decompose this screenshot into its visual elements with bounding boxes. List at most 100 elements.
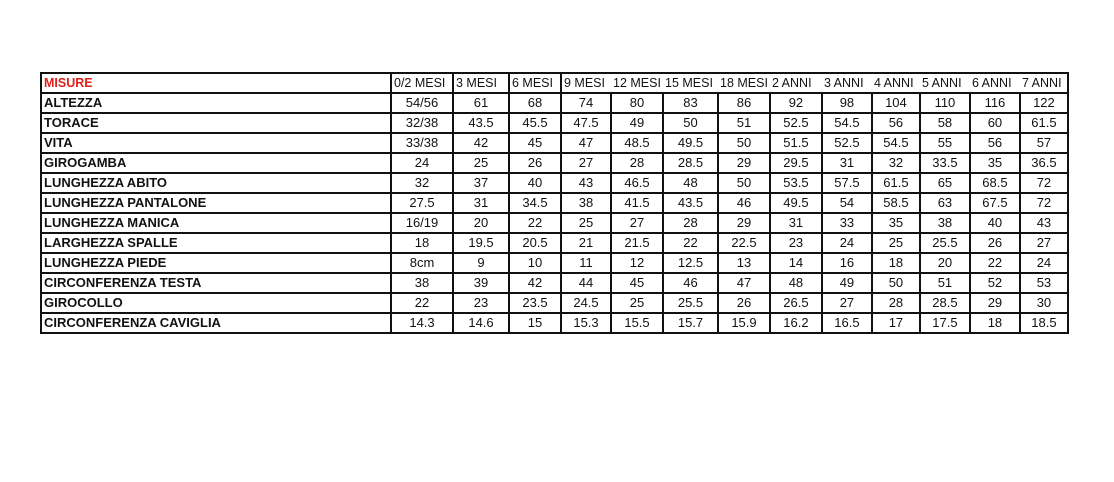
table-cell: 49.5 — [662, 132, 719, 154]
table-cell: 74 — [560, 92, 612, 114]
table-cell: 63 — [918, 192, 971, 214]
table-cell: 52.5 — [768, 112, 823, 134]
table-cell: 19.5 — [452, 232, 510, 254]
table-cell: 16.2 — [768, 312, 823, 334]
table-row: CIRCONFERENZA CAVIGLIA 14.3 14.6 15 15.3 15.5… — [40, 312, 1069, 334]
table-cell: 48.5 — [610, 132, 664, 154]
table-cell: 15.9 — [717, 312, 771, 334]
table-cell: 45.5 — [508, 112, 562, 134]
table-cell: 50 — [662, 112, 719, 134]
table-cell: 37 — [452, 172, 510, 194]
table-cell: 54 — [820, 192, 873, 214]
table-cell: 54/56 — [390, 92, 454, 114]
table-cell: 58 — [918, 112, 971, 134]
table-cell: 16/19 — [390, 212, 454, 234]
table-cell: 15.3 — [560, 312, 612, 334]
table-cell: 28.5 — [662, 152, 719, 174]
table-cell: 38 — [918, 212, 971, 234]
table-cell: 47 — [560, 132, 612, 154]
table-cell: 47.5 — [560, 112, 612, 134]
column-header: 15 MESI — [663, 72, 718, 94]
table-cell: 72 — [1018, 172, 1069, 194]
table-cell: 92 — [768, 92, 823, 114]
table-cell: 33 — [820, 212, 873, 234]
column-header: 12 MESI — [611, 72, 663, 94]
table-cell: 15.5 — [610, 312, 664, 334]
table-row: VITA 33/38 42 45 47 48.5 49.5 50 51.5 52.5 54.5 55 5… — [40, 132, 1069, 154]
table-cell: 45 — [610, 272, 664, 294]
table-cell: 18 — [968, 312, 1021, 334]
table-row: GIROGAMBA 24 25 26 27 28 28.5 29 29.5 31 32 33.5 35 3… — [40, 152, 1069, 174]
table-cell: 23 — [452, 292, 510, 314]
table-cell: 27 — [820, 292, 873, 314]
table-cell: 67.5 — [968, 192, 1021, 214]
row-label: GIROCOLLO — [40, 292, 392, 314]
table-cell: 14.3 — [390, 312, 454, 334]
table-cell: 36.5 — [1018, 152, 1069, 174]
table-cell: 26 — [508, 152, 562, 174]
table-cell: 18 — [390, 232, 454, 254]
table-cell: 53 — [1018, 272, 1069, 294]
table-cell: 48 — [768, 272, 823, 294]
table-cell: 25 — [452, 152, 510, 174]
table-cell: 43 — [560, 172, 612, 194]
table-cell: 25 — [870, 232, 921, 254]
table-cell: 20 — [452, 212, 510, 234]
table-cell: 51 — [918, 272, 971, 294]
row-label: VITA — [40, 132, 392, 154]
table-cell: 33/38 — [390, 132, 454, 154]
table-row: LUNGHEZZA PANTALONE 27.5 31 34.5 38 41.5 43.5 4… — [40, 192, 1069, 214]
table-cell: 31 — [452, 192, 510, 214]
table-cell: 29.5 — [768, 152, 823, 174]
table-cell: 10 — [508, 252, 562, 274]
table-cell: 38 — [390, 272, 454, 294]
table-cell: 46 — [717, 192, 771, 214]
table-cell: 122 — [1018, 92, 1069, 114]
table-cell: 24 — [390, 152, 454, 174]
table-cell: 86 — [717, 92, 771, 114]
table-cell: 22 — [390, 292, 454, 314]
table-cell: 16.5 — [820, 312, 873, 334]
table-cell: 22 — [662, 232, 719, 254]
table-cell: 65 — [918, 172, 971, 194]
table-cell: 56 — [968, 132, 1021, 154]
table-cell: 53.5 — [768, 172, 823, 194]
row-label: CIRCONFERENZA CAVIGLIA — [40, 312, 392, 334]
table-row: LUNGHEZZA ABITO 32 37 40 43 46.5 48 50 53.5 57.5 6… — [40, 172, 1069, 194]
row-label: LUNGHEZZA ABITO — [40, 172, 392, 194]
table-cell: 61.5 — [870, 172, 921, 194]
table-cell: 32/38 — [390, 112, 454, 134]
table-cell: 50 — [717, 132, 771, 154]
table-row: LUNGHEZZA MANICA 16/19 20 22 25 27 28 29 31 33 35 3… — [40, 212, 1069, 234]
table-cell: 26.5 — [768, 292, 823, 314]
table-cell: 68.5 — [968, 172, 1021, 194]
table-cell: 98 — [820, 92, 873, 114]
table-cell: 49 — [610, 112, 664, 134]
column-header: 0/2 MESI — [390, 72, 454, 94]
table-cell: 24 — [820, 232, 873, 254]
table-cell: 116 — [968, 92, 1021, 114]
table-cell: 32 — [390, 172, 454, 194]
table-cell: 51.5 — [768, 132, 823, 154]
table-cell: 39 — [452, 272, 510, 294]
table-cell: 12.5 — [662, 252, 719, 274]
table-cell: 17.5 — [918, 312, 971, 334]
table-cell: 28 — [610, 152, 664, 174]
table-cell: 23.5 — [508, 292, 562, 314]
table-cell: 46 — [662, 272, 719, 294]
table-cell: 42 — [452, 132, 510, 154]
table-cell: 29 — [717, 152, 771, 174]
table-cell: 14.6 — [452, 312, 510, 334]
table-cell: 25.5 — [662, 292, 719, 314]
table-row: GIROCOLLO 22 23 23.5 24.5 25 25.5 26 26.5 27 28 28.… — [40, 292, 1069, 314]
table-cell: 83 — [662, 92, 719, 114]
column-header: 7 ANNI — [1019, 72, 1068, 94]
table-cell: 33.5 — [918, 152, 971, 174]
table-cell: 34.5 — [508, 192, 562, 214]
table-cell: 20 — [918, 252, 971, 274]
column-header: 5 ANNI — [919, 72, 970, 94]
table-cell: 25.5 — [918, 232, 971, 254]
table-cell: 25 — [560, 212, 612, 234]
table-cell: 57 — [1018, 132, 1069, 154]
table-row: ALTEZZA 54/56 61 68 74 80 83 86 92 98 104 110 116 122 — [40, 92, 1069, 114]
